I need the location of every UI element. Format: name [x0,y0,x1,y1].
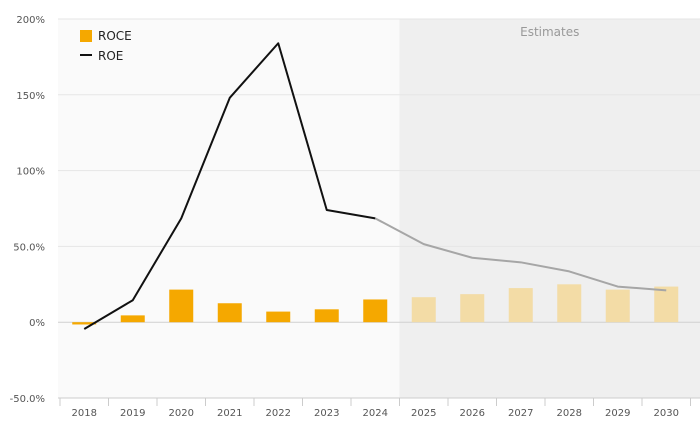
x-tick-label: 2025 [411,408,436,419]
roce-bar [508,288,533,323]
roce-bar [120,315,145,323]
roce-bar [314,309,339,323]
x-tick-label: 2023 [314,408,339,419]
roe-line-estimate [374,217,667,292]
legend-roce-swatch [80,30,92,42]
x-tick-label: 2019 [120,408,145,419]
x-tick-label: 2026 [460,408,485,419]
roe-line-actual [83,42,376,330]
x-tick-label: 2029 [605,408,630,419]
x-tick-label: 2020 [169,408,194,419]
x-tick-label: 2022 [266,408,291,419]
roce-bar [217,303,242,323]
estimates-shaded-region [399,19,700,398]
y-tick-label: 0% [29,318,45,329]
x-tick-label: 2018 [72,408,97,419]
x-tick-label: 2028 [557,408,582,419]
roce-bar [266,311,291,323]
legend-roce-label: ROCE [98,29,132,43]
y-tick-label: 50.0% [13,242,45,253]
y-tick-label: 200% [16,15,45,26]
roce-bar [169,289,194,323]
legend: ROCE ROE [80,29,132,63]
x-tick-label: 2027 [508,408,533,419]
roce-bar [363,299,388,323]
x-tick-label: 2030 [654,408,679,419]
x-tick-label: 2024 [363,408,388,419]
roce-bar [654,286,679,323]
roe-line [83,42,667,330]
roce-bar [460,294,485,323]
y-tick-label: -50.0% [10,394,45,405]
roce-bar [72,322,97,325]
y-tick-label: 150% [16,91,45,102]
x-axis: 2018 2019 2020 2021 2022 2023 2024 2025 2026 2027… [58,397,700,419]
x-tick-label: 2021 [217,408,242,419]
roce-bars [72,284,679,325]
y-axis: 200% 150% 100% 50.0% 0% -50.0% [10,15,45,405]
y-tick-label: 100% [16,167,45,178]
roce-bar [557,284,582,323]
roce-bar [411,297,436,323]
estimates-label: Estimates [520,25,579,39]
roce-bar [605,289,630,323]
legend-roe-label: ROE [98,49,123,63]
